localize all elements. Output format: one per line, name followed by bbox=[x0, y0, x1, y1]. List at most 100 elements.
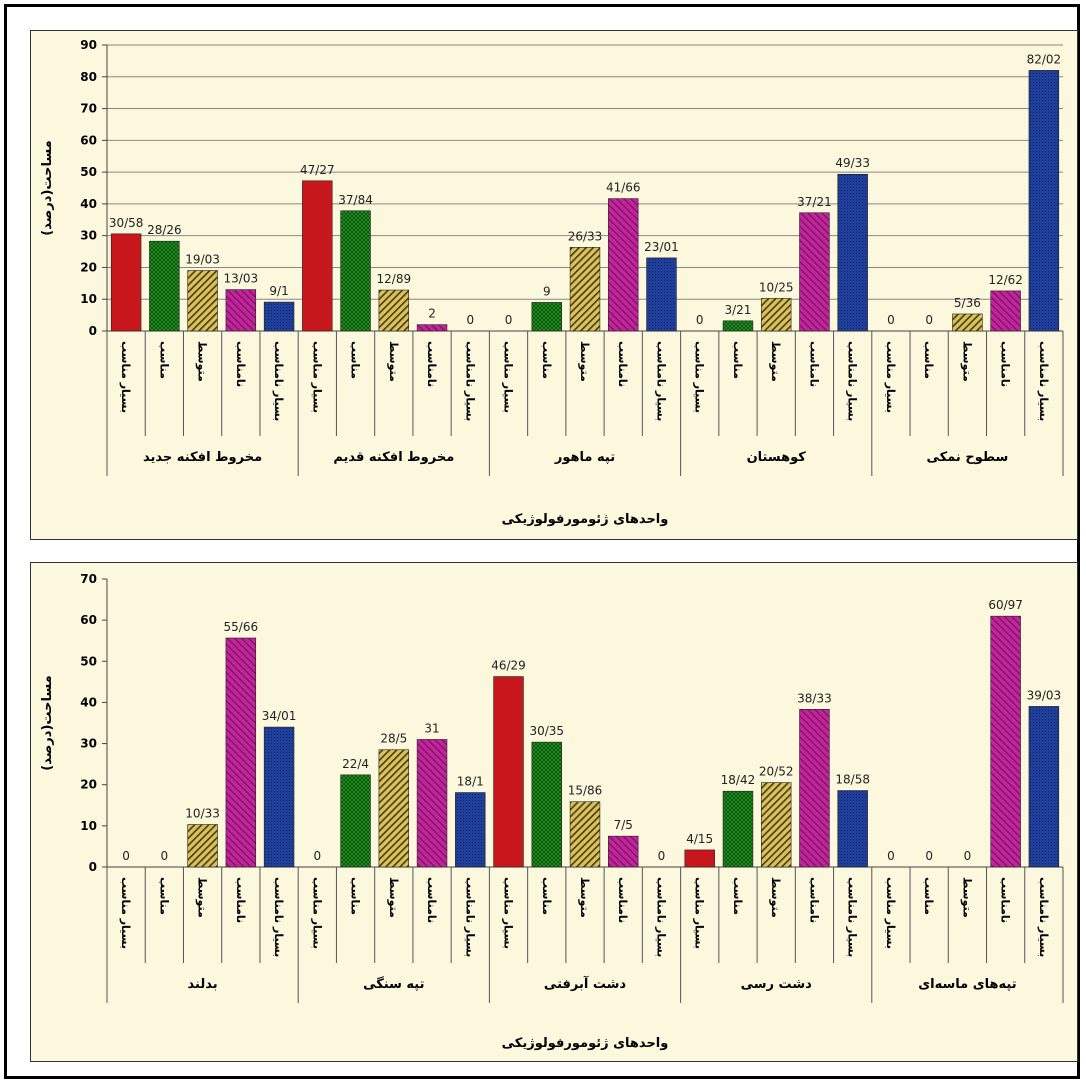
x-category-label: بسیار نامناسب bbox=[846, 341, 859, 421]
data-label: 3/21 bbox=[724, 303, 751, 317]
bar bbox=[378, 749, 410, 868]
bar bbox=[837, 173, 868, 332]
data-label: 82/02 bbox=[1027, 52, 1062, 66]
data-label: 37/21 bbox=[797, 195, 832, 209]
bar bbox=[569, 801, 601, 868]
x-category-label: بسیار مناسب bbox=[310, 877, 323, 949]
y-tick-label: 0 bbox=[89, 860, 97, 874]
data-label: 5/36 bbox=[954, 296, 981, 310]
chart-top: 0 10 20 30 40 50 60 70 80 90 مساحت(درصد) 30/58 بسیار… bbox=[30, 30, 1078, 540]
bar bbox=[837, 790, 868, 868]
x-category-label: نامناسب bbox=[807, 877, 820, 923]
x-category-label: نامناسب bbox=[616, 341, 629, 387]
x-category-label: متوسط bbox=[960, 877, 973, 918]
y-tick-label: 20 bbox=[80, 260, 97, 274]
bar bbox=[608, 198, 639, 332]
data-label: 41/66 bbox=[606, 181, 641, 195]
bar bbox=[1028, 706, 1060, 868]
data-label: 60/97 bbox=[988, 598, 1023, 612]
bar bbox=[340, 210, 371, 332]
bar bbox=[455, 792, 486, 868]
y-tick-label: 70 bbox=[80, 572, 97, 586]
x-category-label: بسیار مناسب bbox=[502, 341, 515, 413]
x-category-label: نامناسب bbox=[999, 341, 1012, 387]
y-axis-label: مساحت(درصد) bbox=[40, 675, 55, 770]
bar bbox=[722, 790, 754, 868]
y-tick-label: 30 bbox=[80, 229, 97, 243]
data-label: 9 bbox=[543, 284, 551, 298]
data-label: 31 bbox=[424, 721, 439, 735]
x-category-label: نامناسب bbox=[807, 341, 820, 387]
x-category-label: مناسب bbox=[349, 877, 362, 915]
data-label: 9/1 bbox=[269, 284, 288, 298]
group-label: تپه‌های ماسه‌ای bbox=[918, 977, 1016, 992]
x-axis-label: واحدهای ژئومورفولوژیکی bbox=[502, 512, 669, 527]
y-tick-label: 60 bbox=[80, 613, 97, 627]
x-category-label: بسیار مناسب bbox=[119, 877, 132, 949]
data-label: 4/15 bbox=[686, 832, 713, 846]
y-tick-label: 70 bbox=[80, 102, 97, 116]
x-category-label: بسیار نامناسب bbox=[272, 877, 285, 957]
group-label: مخروط افکنه قدیم bbox=[333, 450, 454, 465]
data-label: 10/25 bbox=[759, 280, 794, 294]
x-category-label: نامناسب bbox=[999, 877, 1012, 923]
data-label: 15/86 bbox=[568, 784, 603, 798]
bar bbox=[493, 676, 524, 868]
x-category-label: متوسط bbox=[960, 341, 973, 382]
x-category-label: مناسب bbox=[731, 341, 744, 379]
bar bbox=[187, 824, 218, 868]
x-category-label: بسیار مناسب bbox=[310, 341, 323, 413]
y-tick-label: 0 bbox=[89, 324, 97, 338]
group-label: دشت رسی bbox=[741, 977, 812, 992]
bar bbox=[263, 726, 295, 868]
data-label: 46/29 bbox=[491, 659, 526, 673]
x-category-label: بسیار نامناسب bbox=[1037, 341, 1050, 421]
y-tick-label: 80 bbox=[80, 70, 97, 84]
bar bbox=[187, 270, 218, 332]
data-label: 0 bbox=[887, 313, 895, 327]
x-category-label: نامناسب bbox=[425, 341, 438, 387]
data-label: 0 bbox=[887, 849, 895, 863]
bar bbox=[110, 233, 142, 332]
data-label: 30/35 bbox=[529, 724, 564, 738]
y-tick-label: 50 bbox=[80, 654, 97, 668]
bar bbox=[225, 289, 257, 332]
data-label: 30/58 bbox=[109, 216, 144, 230]
x-category-label: نامناسب bbox=[234, 341, 247, 387]
bar bbox=[799, 708, 830, 868]
bar bbox=[302, 180, 333, 332]
x-category-label: بسیار مناسب bbox=[884, 877, 897, 949]
data-label: 28/5 bbox=[380, 732, 407, 746]
bar bbox=[416, 739, 448, 868]
x-category-label: مناسب bbox=[157, 341, 170, 379]
bar bbox=[646, 257, 677, 332]
x-category-label: متوسط bbox=[387, 877, 400, 918]
bar bbox=[608, 835, 639, 868]
data-label: 23/01 bbox=[644, 240, 679, 254]
bar bbox=[722, 320, 754, 332]
data-label: 0 bbox=[466, 313, 474, 327]
x-category-label: مناسب bbox=[157, 877, 170, 915]
group-label: کوهستان bbox=[747, 450, 807, 465]
bar bbox=[378, 289, 410, 332]
x-category-label: متوسط bbox=[769, 877, 782, 918]
y-tick-label: 40 bbox=[80, 197, 97, 211]
x-category-label: نامناسب bbox=[234, 877, 247, 923]
data-label: 0 bbox=[658, 849, 666, 863]
x-category-label: بسیار نامناسب bbox=[1037, 877, 1050, 957]
data-label: 22/4 bbox=[342, 757, 369, 771]
group-label: بدلند bbox=[188, 977, 218, 992]
bar bbox=[760, 298, 792, 332]
group-label: سطوح نمکی bbox=[926, 450, 1008, 465]
bar bbox=[340, 774, 371, 868]
bar bbox=[225, 637, 257, 868]
data-label: 19/03 bbox=[185, 253, 220, 267]
x-category-label: بسیار نامناسب bbox=[463, 877, 476, 957]
y-tick-label: 60 bbox=[80, 133, 97, 147]
group-label: مخروط افکنه جدید bbox=[143, 450, 262, 465]
bar bbox=[952, 313, 983, 332]
group-label: دشت آبرفتی bbox=[544, 975, 626, 992]
data-label: 0 bbox=[925, 313, 933, 327]
x-category-label: متوسط bbox=[196, 877, 209, 918]
